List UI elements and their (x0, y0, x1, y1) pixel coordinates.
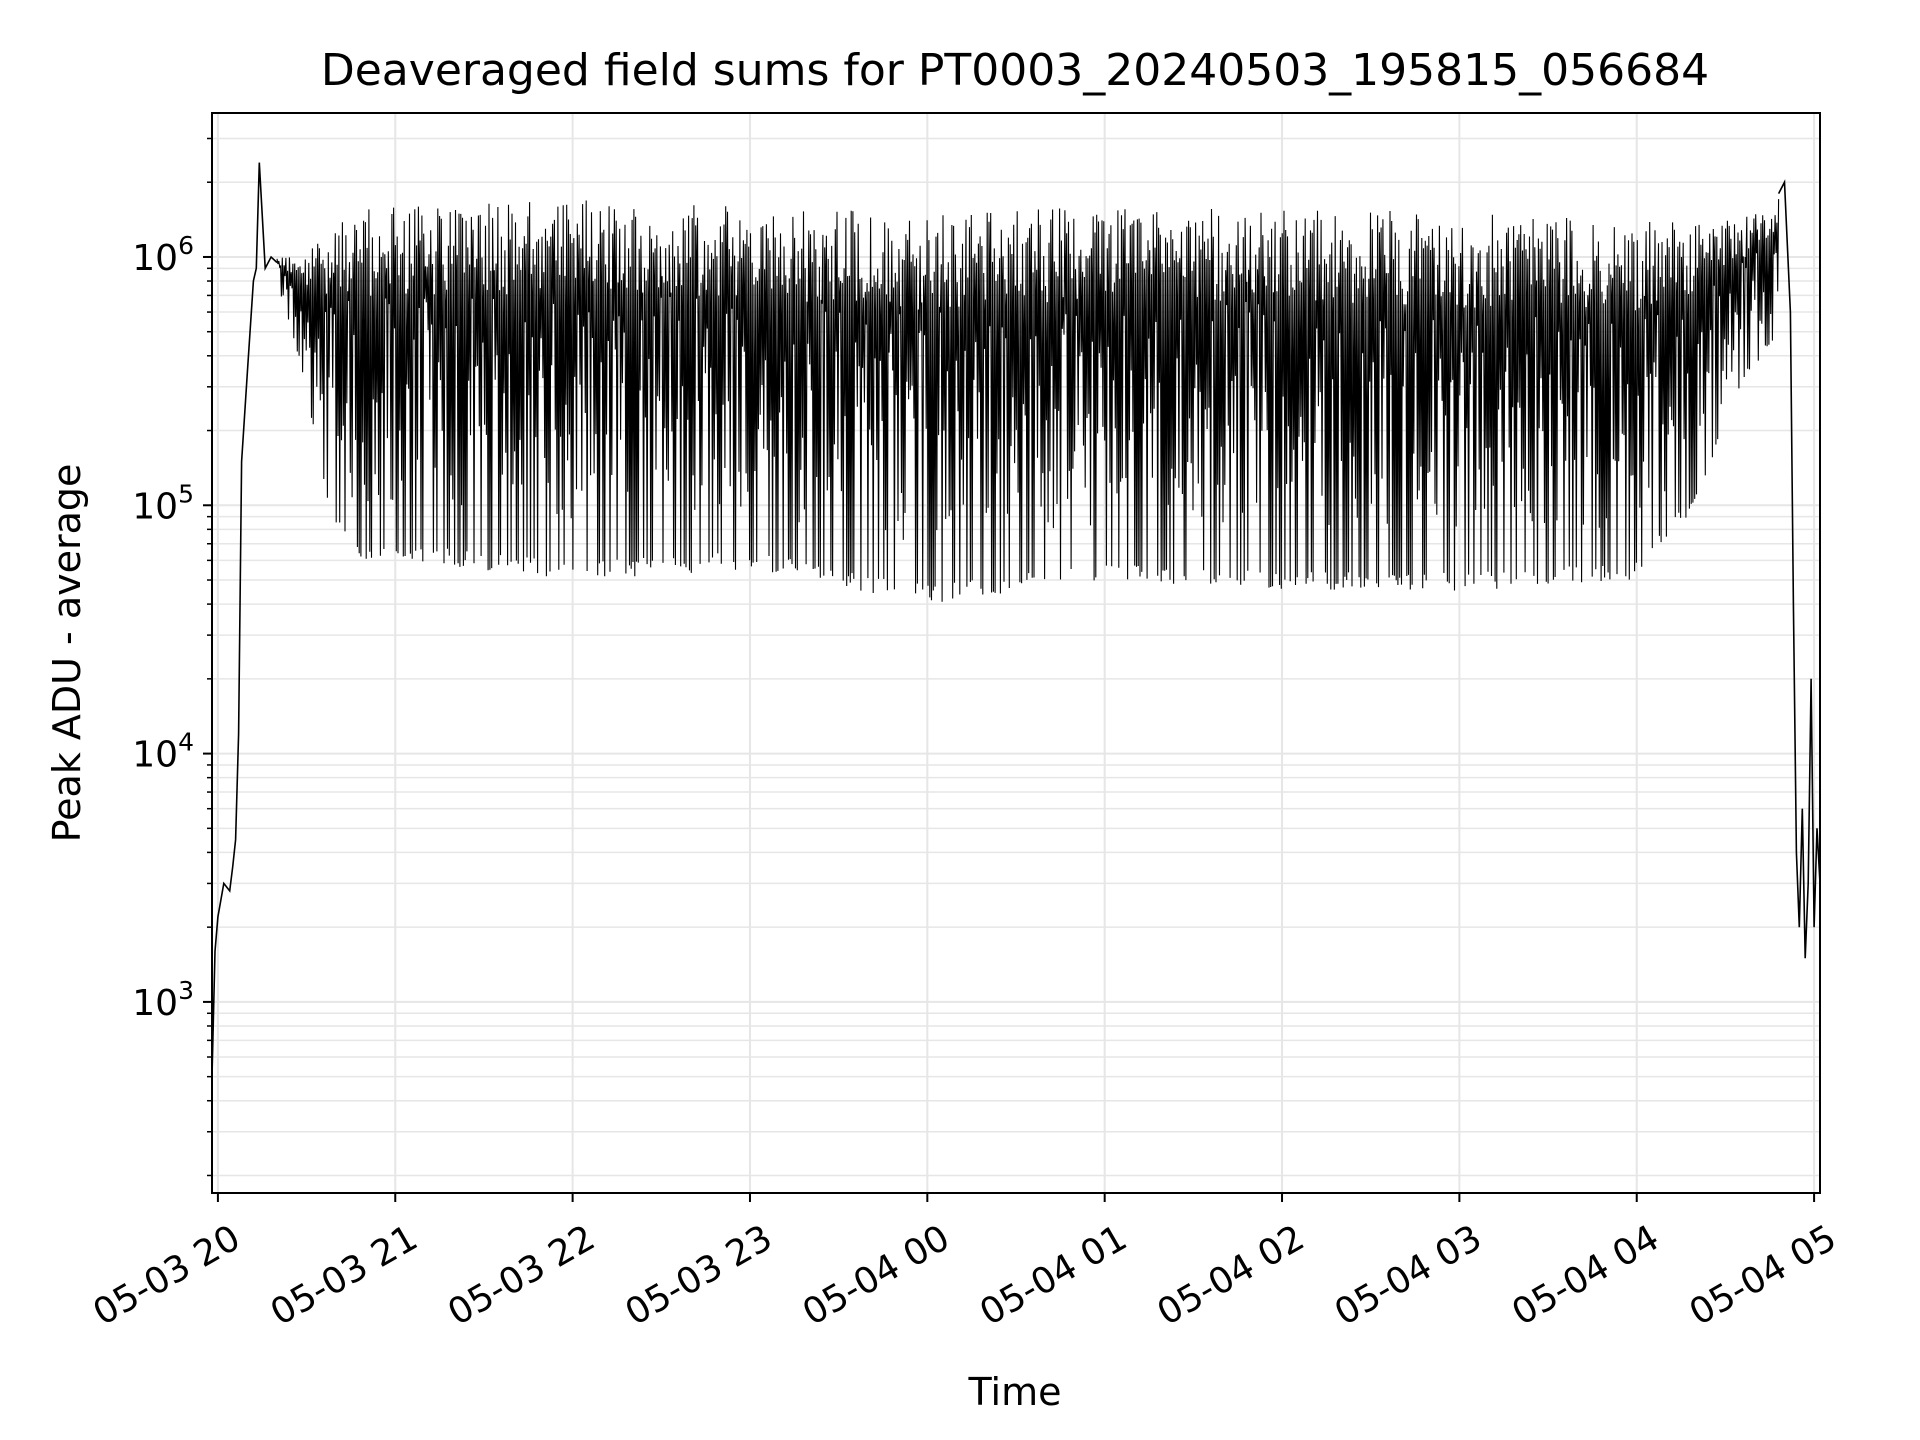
x-tick-label: 05-03 23 (619, 1217, 780, 1333)
x-tick-label: 05-04 05 (1683, 1217, 1844, 1333)
series-line-drop (1777, 179, 1821, 959)
y-tick-label: 105 (132, 479, 194, 527)
y-tick-label: 104 (132, 728, 194, 776)
plot-area (211, 112, 1821, 1194)
x-tick-label: 05-03 22 (441, 1217, 602, 1333)
x-tick-label: 05-04 00 (796, 1217, 957, 1333)
y-tick-label: 103 (132, 976, 194, 1024)
x-tick-label: 05-04 03 (1328, 1217, 1489, 1333)
y-tick-label: 106 (132, 231, 194, 279)
x-tick-label: 05-03 20 (87, 1217, 248, 1333)
x-axis-label: Time (968, 1370, 1062, 1414)
series-line-rise (211, 162, 278, 1077)
y-axis: 103 104 105 106 (132, 137, 212, 1177)
data-line-layer (211, 162, 1821, 1077)
x-axis: 05-03 20 05-03 21 05-03 22 05-03 23 05-04 00… (87, 1193, 1844, 1334)
series-line-oscillation (276, 199, 1780, 602)
x-tick-label: 05-04 04 (1505, 1217, 1666, 1333)
x-tick-label: 05-04 01 (973, 1217, 1134, 1333)
chart-title: Deaveraged field sums for PT0003_2024050… (321, 45, 1709, 96)
y-axis-label: Peak ADU - average (45, 464, 89, 843)
x-tick-label: 05-04 02 (1151, 1217, 1312, 1333)
x-tick-label: 05-03 21 (264, 1217, 425, 1333)
